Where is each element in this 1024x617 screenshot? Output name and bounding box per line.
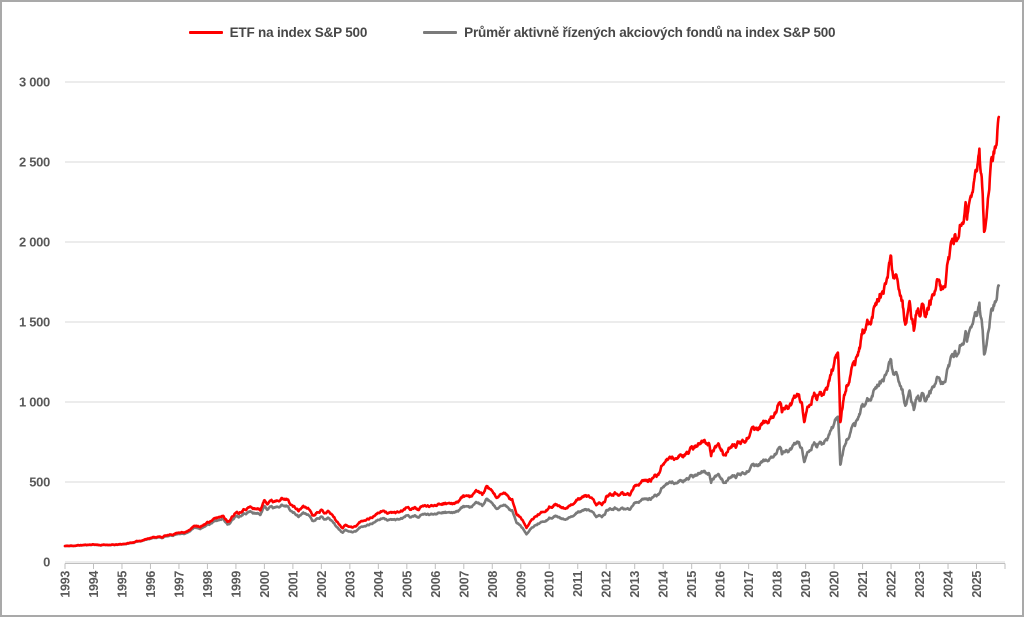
x-axis-tick-label: 2004: [372, 571, 386, 598]
x-axis-tick-label: 2003: [343, 571, 357, 598]
x-axis-tick-label: 2024: [942, 571, 956, 598]
chart-legend: ETF na index S&P 500 Průměr aktivně říze…: [2, 22, 1022, 42]
x-axis-tick-label: 2005: [400, 571, 414, 598]
x-axis-tick-label: 1996: [144, 571, 158, 598]
y-axis-tick-label: 3 000: [19, 75, 50, 90]
x-axis-tick-label: 2020: [828, 571, 842, 598]
x-axis-tick-label: 2013: [628, 571, 642, 598]
x-axis-tick-label: 1995: [115, 571, 129, 598]
x-axis-tick-label: 2011: [571, 571, 585, 597]
x-axis-tick-label: 2021: [856, 571, 870, 598]
legend-label-etf: ETF na index S&P 500: [229, 24, 368, 40]
x-axis-tick-label: 2012: [600, 571, 614, 598]
y-axis-tick-label: 2 500: [19, 155, 50, 170]
x-axis-tick-label: 1994: [87, 571, 101, 598]
x-axis-tick-label: 2017: [742, 571, 756, 598]
x-axis-tick-label: 2002: [315, 571, 329, 598]
x-axis-tick-label: 1993: [59, 571, 73, 598]
x-axis-tick-label: 2006: [429, 571, 443, 598]
x-axis-tick-label: 1997: [172, 571, 186, 598]
y-axis-tick-label: 2 000: [19, 235, 50, 250]
x-axis-tick-label: 2019: [799, 571, 813, 598]
legend-swatch-gray-line: [423, 30, 458, 34]
x-axis-tick-label: 2010: [543, 571, 557, 598]
x-axis-tick-label: 2016: [714, 571, 728, 598]
x-axis-tick-label: 2025: [970, 571, 984, 598]
x-axis-tick-label: 2022: [885, 571, 899, 598]
x-axis-tick-label: 2009: [514, 571, 528, 598]
x-axis-tick-label: 2023: [913, 571, 927, 598]
y-axis-tick-label: 1 000: [19, 395, 50, 410]
series-line-etf: [63, 115, 1001, 548]
y-axis-tick-label: 1 500: [19, 315, 50, 330]
legend-swatch-red-line: [188, 30, 223, 34]
legend-label-active-funds: Průměr aktivně řízených akciových fondů …: [464, 24, 836, 40]
x-axis-tick-label: 2014: [657, 571, 671, 598]
x-axis-tick-label: 2008: [486, 571, 500, 598]
x-axis-tick-label: 1999: [229, 571, 243, 598]
x-axis-tick-label: 2007: [457, 571, 471, 598]
x-axis-tick-label: 2018: [771, 571, 785, 598]
x-axis-tick-label: 1998: [201, 571, 215, 598]
legend-item-etf: ETF na index S&P 500: [188, 24, 368, 40]
legend-item-active-funds: Průměr aktivně řízených akciových fondů …: [423, 24, 836, 40]
x-axis-tick-label: 2015: [685, 571, 699, 598]
y-axis-tick-label: 500: [29, 475, 50, 490]
x-axis-tick-label: 2001: [286, 571, 300, 598]
x-axis-tick-label: 2000: [258, 571, 272, 598]
y-axis-tick-label: 0: [43, 555, 50, 570]
series-line-active-funds: [63, 284, 1001, 548]
